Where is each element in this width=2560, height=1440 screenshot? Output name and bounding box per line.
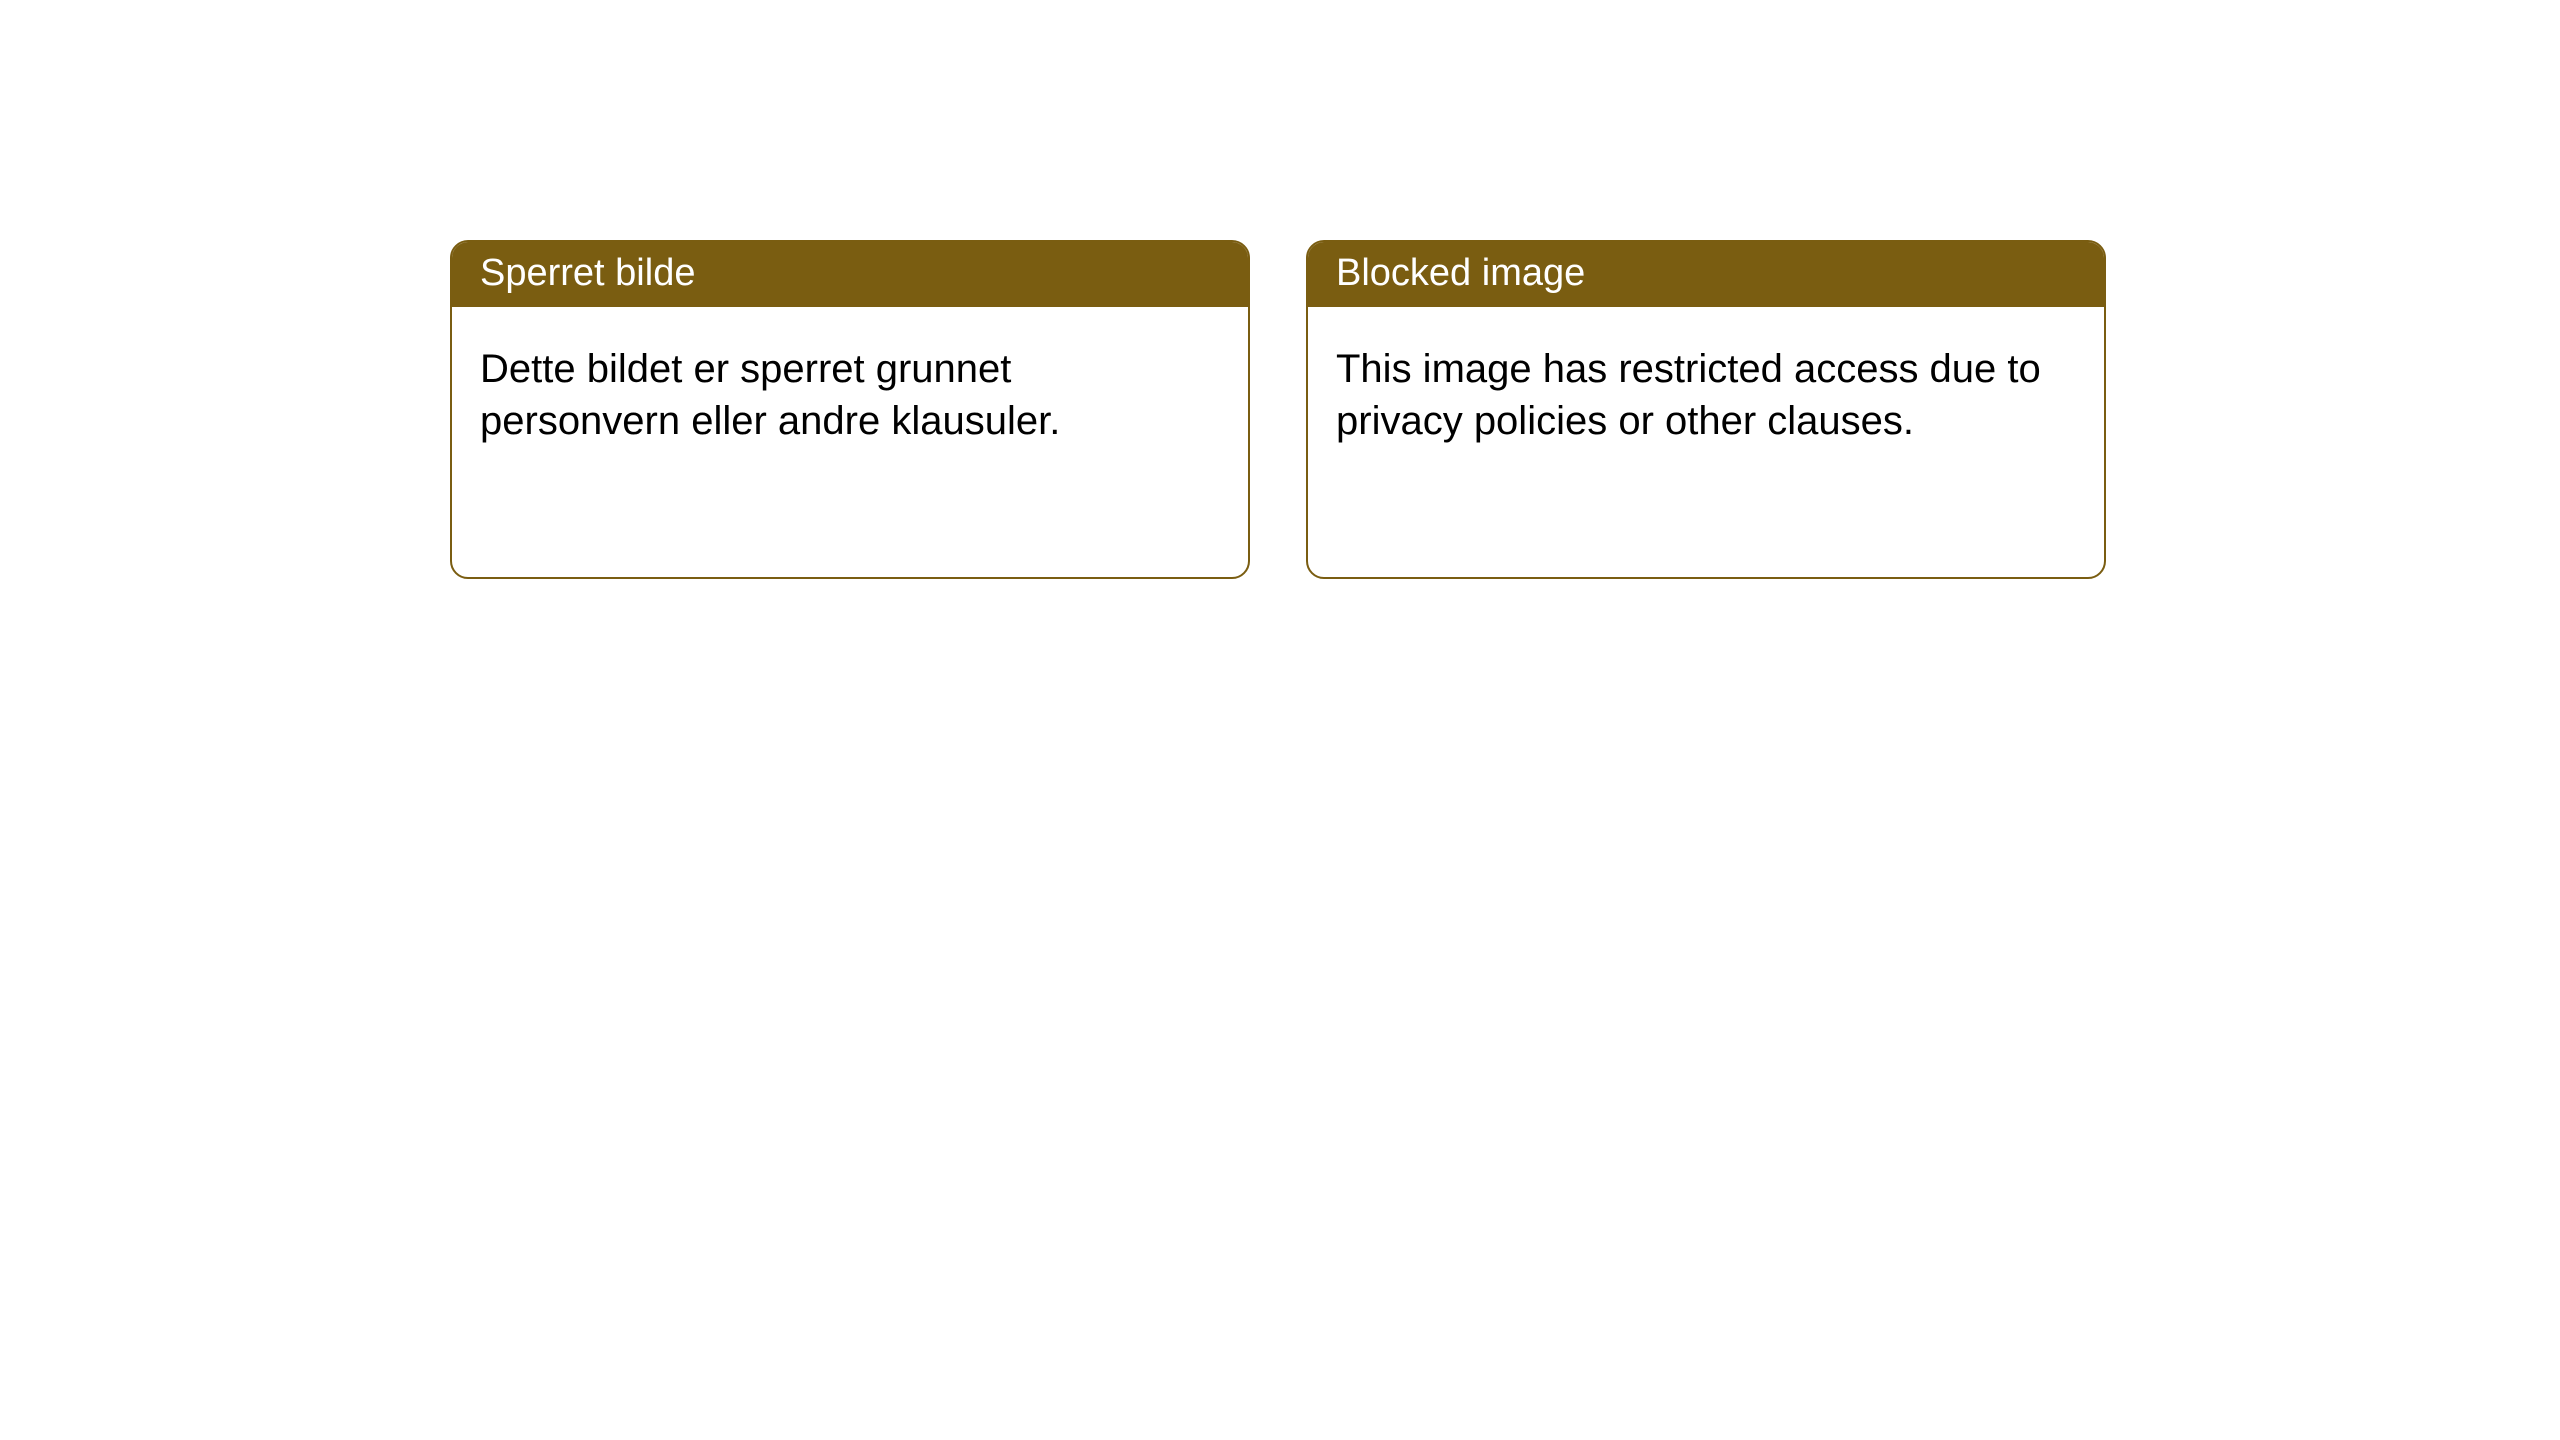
notice-text: This image has restricted access due to …: [1336, 347, 2041, 443]
notice-card-norwegian: Sperret bilde Dette bildet er sperret gr…: [450, 240, 1250, 579]
notice-header: Blocked image: [1308, 242, 2104, 307]
notice-text: Dette bildet er sperret grunnet personve…: [480, 347, 1060, 443]
notice-container: Sperret bilde Dette bildet er sperret gr…: [0, 0, 2560, 579]
notice-header: Sperret bilde: [452, 242, 1248, 307]
notice-title: Blocked image: [1336, 252, 1585, 294]
notice-body: Dette bildet er sperret grunnet personve…: [452, 307, 1248, 577]
notice-body: This image has restricted access due to …: [1308, 307, 2104, 577]
notice-card-english: Blocked image This image has restricted …: [1306, 240, 2106, 579]
notice-title: Sperret bilde: [480, 252, 695, 294]
